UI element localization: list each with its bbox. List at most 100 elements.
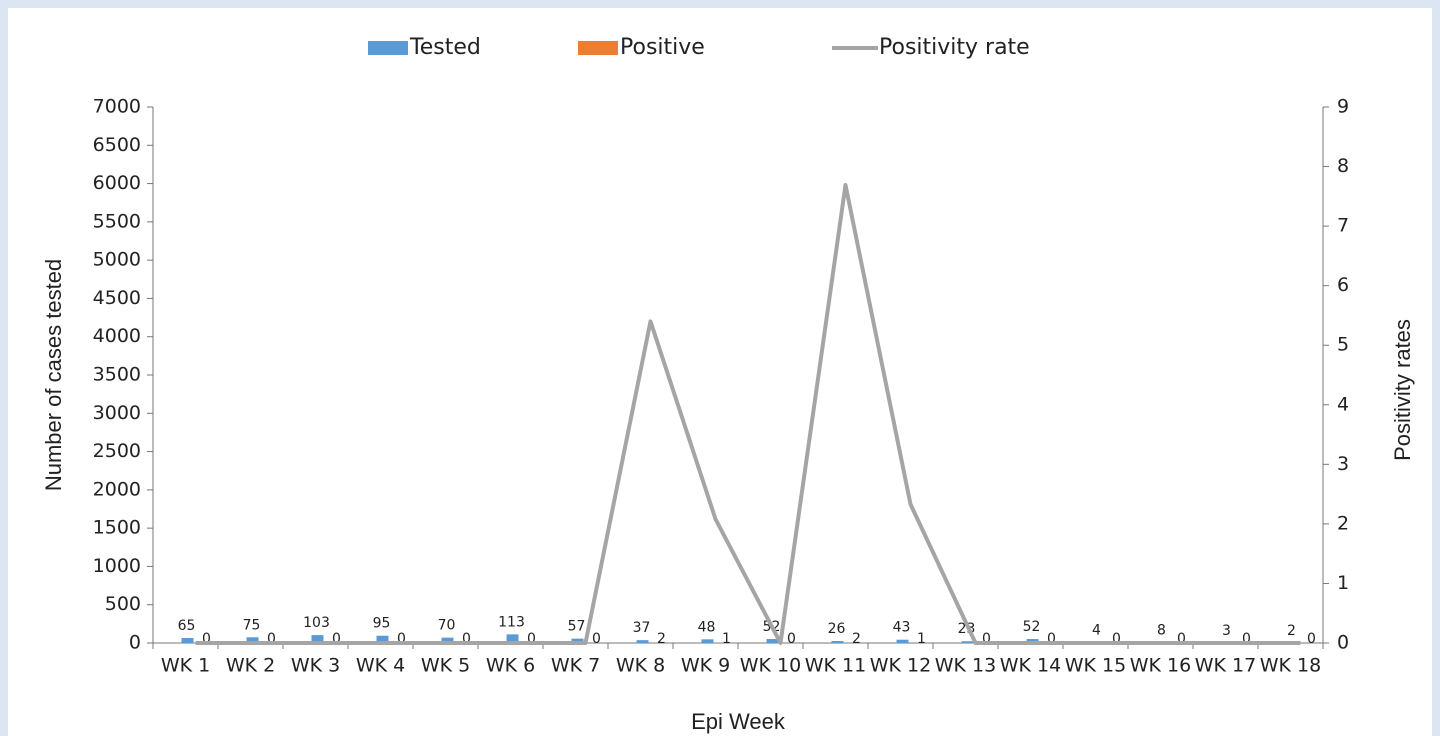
y-tick-label: 7000 <box>93 96 141 118</box>
data-label: 1 <box>722 631 731 647</box>
bar <box>766 639 779 643</box>
data-label: 57 <box>568 619 586 635</box>
data-label: 113 <box>498 614 525 630</box>
data-label: 0 <box>332 631 341 647</box>
bar <box>896 639 909 643</box>
x-tick-label: WK 15 <box>1065 655 1126 677</box>
y-tick-label: 5500 <box>93 210 141 232</box>
y2-tick-label: 9 <box>1337 96 1349 118</box>
y-axis-title: Number of cases tested <box>41 259 66 491</box>
x-tick-label: WK 9 <box>681 655 730 677</box>
y2-tick-label: 0 <box>1337 632 1349 654</box>
legend-label: Tested <box>409 35 481 60</box>
y-tick-label: 3500 <box>93 364 141 386</box>
y2-tick-label: 7 <box>1337 215 1349 237</box>
bar <box>636 640 649 643</box>
bar <box>701 639 714 643</box>
x-tick-label: WK 5 <box>421 655 470 677</box>
data-label: 2 <box>657 631 666 647</box>
data-label: 70 <box>438 618 456 634</box>
data-label: 26 <box>828 621 846 637</box>
data-label: 95 <box>373 616 391 632</box>
data-label: 0 <box>1112 631 1121 647</box>
x-tick-label: WK 14 <box>1000 655 1061 677</box>
data-label: 75 <box>243 617 261 633</box>
data-label: 3 <box>1222 623 1231 639</box>
data-label: 65 <box>178 618 196 634</box>
data-label: 0 <box>462 631 471 647</box>
legend-label: Positive <box>620 35 705 60</box>
legend-swatch <box>368 41 408 55</box>
data-label: 48 <box>698 619 716 635</box>
data-label: 0 <box>787 631 796 647</box>
y2-tick-label: 3 <box>1337 453 1349 475</box>
data-label: 103 <box>303 615 330 631</box>
data-label: 0 <box>1242 631 1251 647</box>
y-tick-label: 500 <box>105 593 141 615</box>
plot-panel <box>8 8 1432 736</box>
y2-tick-label: 2 <box>1337 512 1349 534</box>
data-label: 37 <box>633 620 651 636</box>
y-tick-label: 5000 <box>93 249 141 271</box>
data-label: 0 <box>267 631 276 647</box>
legend-label: Positivity rate <box>879 35 1030 60</box>
y-tick-label: 2500 <box>93 440 141 462</box>
x-tick-label: WK 18 <box>1260 655 1321 677</box>
bar <box>246 637 259 643</box>
data-label: 8 <box>1157 622 1166 638</box>
data-label: 0 <box>1177 631 1186 647</box>
x-tick-label: WK 3 <box>291 655 340 677</box>
bar <box>311 635 324 643</box>
y-tick-label: 1500 <box>93 517 141 539</box>
x-tick-label: WK 17 <box>1195 655 1256 677</box>
x-tick-label: WK 11 <box>805 655 866 677</box>
x-tick-label: WK 2 <box>226 655 275 677</box>
y-tick-label: 4500 <box>93 287 141 309</box>
y2-tick-label: 8 <box>1337 155 1349 177</box>
data-label: 0 <box>397 631 406 647</box>
data-label: 52 <box>1023 619 1041 635</box>
data-label: 0 <box>592 631 601 647</box>
bar <box>181 638 194 643</box>
y-tick-label: 2000 <box>93 478 141 500</box>
y-tick-label: 6000 <box>93 172 141 194</box>
y-tick-label: 1000 <box>93 555 141 577</box>
y2-tick-label: 6 <box>1337 274 1349 296</box>
y-tick-label: 4000 <box>93 325 141 347</box>
x-tick-label: WK 8 <box>616 655 665 677</box>
y-tick-label: 6500 <box>93 134 141 156</box>
y2-tick-label: 1 <box>1337 572 1349 594</box>
y-tick-label: 0 <box>129 632 141 654</box>
data-label: 43 <box>893 620 911 636</box>
bar <box>831 641 844 643</box>
data-label: 1 <box>917 631 926 647</box>
bar <box>506 634 519 643</box>
x-tick-label: WK 1 <box>161 655 210 677</box>
data-label: 0 <box>1047 631 1056 647</box>
x-tick-label: WK 16 <box>1130 655 1191 677</box>
data-label: 0 <box>527 631 536 647</box>
y2-tick-label: 5 <box>1337 334 1349 356</box>
bar <box>571 638 584 643</box>
x-tick-label: WK 10 <box>740 655 801 677</box>
legend-swatch <box>578 41 618 55</box>
y-tick-label: 3000 <box>93 402 141 424</box>
bar <box>376 635 389 643</box>
x-axis-title: Epi Week <box>691 709 786 734</box>
data-label: 4 <box>1092 623 1101 639</box>
data-label: 2 <box>852 631 861 647</box>
data-label: 2 <box>1287 623 1296 639</box>
x-tick-label: WK 4 <box>356 655 405 677</box>
x-tick-label: WK 7 <box>551 655 600 677</box>
x-tick-label: WK 13 <box>935 655 996 677</box>
y2-tick-label: 4 <box>1337 393 1349 415</box>
y2-axis-title: Positivity rates <box>1390 319 1415 461</box>
data-label: 0 <box>982 631 991 647</box>
x-tick-label: WK 6 <box>486 655 535 677</box>
line <box>195 183 1301 645</box>
bar <box>441 637 454 643</box>
data-label: 0 <box>1307 631 1316 647</box>
x-tick-label: WK 12 <box>870 655 931 677</box>
